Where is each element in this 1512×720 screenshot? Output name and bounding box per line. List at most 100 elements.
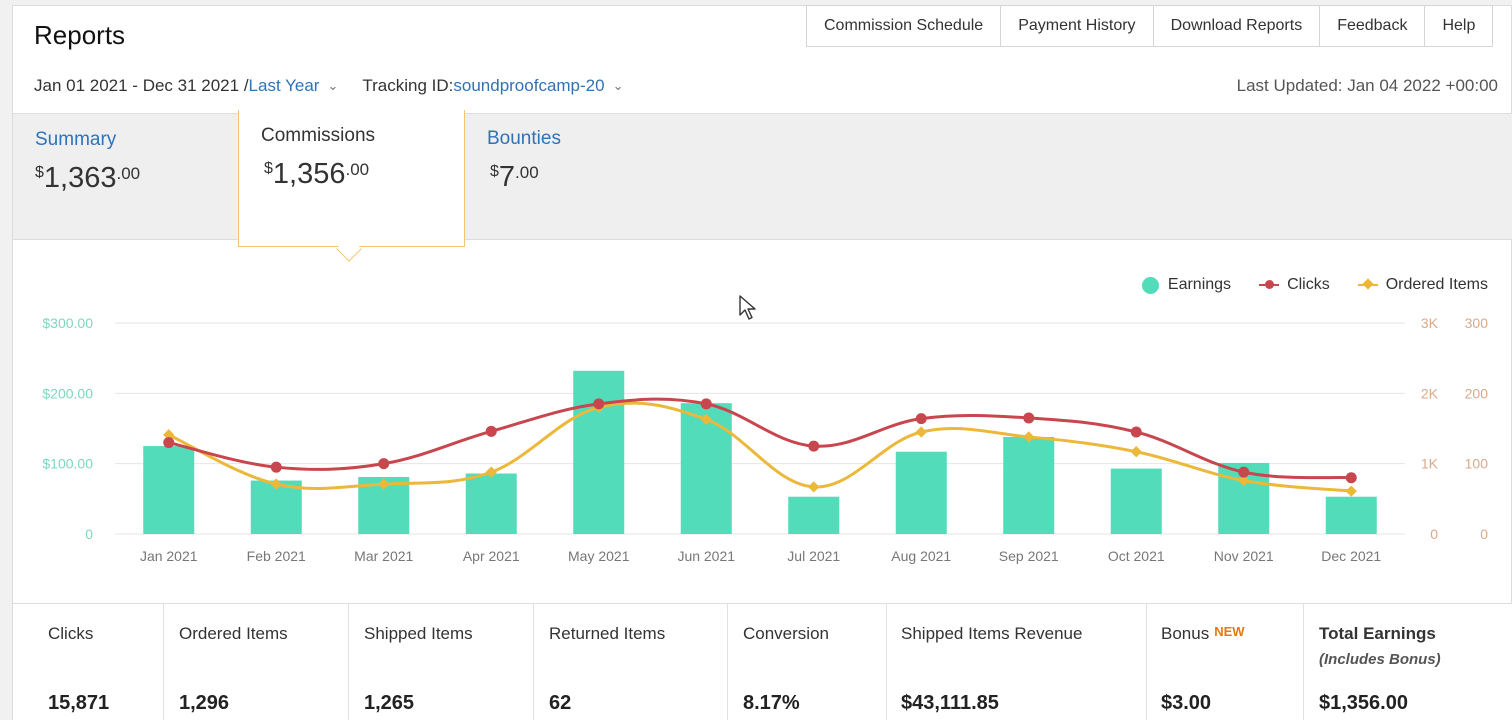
- clicks-point: [485, 425, 497, 437]
- x-tick-label: Mar 2021: [354, 548, 413, 564]
- commissions-amount: $1,356.00: [264, 158, 370, 190]
- x-tick-label: Oct 2021: [1108, 548, 1165, 564]
- x-tick-label: Dec 2021: [1321, 548, 1381, 564]
- download-reports-link[interactable]: Download Reports: [1153, 5, 1321, 47]
- earnings-bar: [465, 473, 517, 534]
- earnings-bar: [1325, 496, 1377, 534]
- tracking-id-dropdown[interactable]: soundproofcamp-20: [453, 76, 605, 95]
- commission-schedule-link[interactable]: Commission Schedule: [806, 5, 1002, 47]
- tracking-label: Tracking ID:: [362, 76, 454, 95]
- date-range: Jan 01 2021 - Dec 31 2021 /: [34, 76, 249, 95]
- tab-summary-label[interactable]: Summary: [35, 129, 117, 150]
- y-tick-label-items: 300: [1465, 315, 1489, 331]
- tab-commissions-label[interactable]: Commissions: [261, 125, 376, 146]
- new-badge: NEW: [1214, 624, 1245, 639]
- stat-clicks: Clicks 15,871: [13, 604, 164, 720]
- chevron-down-icon[interactable]: ⌄: [612, 78, 624, 93]
- y-tick-label-clicks: 1K: [1421, 456, 1439, 472]
- ordered-items-point: [1130, 446, 1142, 458]
- x-tick-label: May 2021: [568, 548, 630, 564]
- stat-value: 8.17%: [743, 692, 800, 714]
- clicks-point: [163, 437, 175, 449]
- legend-ordered-label: Ordered Items: [1385, 276, 1488, 293]
- stats-bar: Clicks 15,871 Ordered Items 1,296 Shippe…: [13, 603, 1512, 720]
- stat-label: Ordered Items: [179, 624, 288, 643]
- x-tick-label: Aug 2021: [891, 548, 951, 564]
- ordered-items-point: [808, 481, 820, 493]
- earnings-bar: [788, 496, 840, 534]
- clicks-point: [1023, 412, 1035, 424]
- top-nav: Commission Schedule Payment History Down…: [806, 5, 1494, 47]
- chart-legend: Earnings Clicks Ordered Items: [1114, 276, 1488, 294]
- tab-bounties-label[interactable]: Bounties: [487, 128, 561, 149]
- earnings-chart: 0 0 0 $100.00 1K 100 $200.00 2K 200 $300.00 3K 300 J…: [42, 315, 1489, 564]
- clicks-point: [1238, 466, 1250, 478]
- stat-label: Total Earnings: [1319, 624, 1436, 643]
- clicks-point: [593, 398, 605, 410]
- y-tick-label-left: $300.00: [42, 315, 93, 331]
- stat-value: $43,111.85: [901, 692, 999, 714]
- stat-label: Shipped Items Revenue: [901, 624, 1083, 643]
- page-title: Reports: [34, 20, 126, 50]
- earnings-bar: [895, 451, 947, 534]
- ordered-items-point: [1345, 485, 1357, 497]
- stat-shipped-revenue: Shipped Items Revenue $43,111.85: [887, 604, 1147, 720]
- ordered-items-point: [378, 478, 390, 490]
- mouse-cursor-icon: [739, 295, 756, 320]
- x-tick-label: Jan 2021: [140, 548, 198, 564]
- stat-label: Returned Items: [549, 624, 666, 643]
- clicks-swatch: [1259, 280, 1280, 289]
- chevron-down-icon[interactable]: ⌄: [327, 78, 339, 93]
- ordered-items-point: [1023, 431, 1035, 443]
- ordered-items-point: [915, 426, 927, 438]
- clicks-point: [915, 413, 927, 425]
- period-dropdown[interactable]: Last Year: [248, 76, 320, 95]
- y-tick-label-items: 0: [1480, 526, 1488, 542]
- y-tick-label-left: $100.00: [42, 456, 93, 472]
- stat-returned-items: Returned Items 62: [534, 604, 728, 720]
- y-tick-label-clicks: 3K: [1421, 315, 1439, 331]
- stat-label: Clicks: [48, 624, 94, 643]
- legend-clicks-label: Clicks: [1287, 276, 1330, 293]
- bounties-amount: $7.00: [490, 161, 539, 193]
- summary-amount: $1,363.00: [35, 162, 141, 194]
- tab-commissions[interactable]: Commissions $1,356.00: [238, 110, 465, 247]
- earnings-swatch: [1141, 276, 1159, 294]
- stat-conversion: Conversion 8.17%: [728, 604, 887, 720]
- ordered-items-point: [485, 466, 497, 478]
- stat-ordered-items: Ordered Items 1,296: [164, 604, 349, 720]
- stat-value: $3.00: [1161, 692, 1212, 714]
- legend-ordered[interactable]: Ordered Items: [1357, 276, 1488, 294]
- earnings-bar: [573, 370, 625, 534]
- legend-earnings[interactable]: Earnings: [1141, 276, 1232, 294]
- feedback-link[interactable]: Feedback: [1320, 5, 1426, 47]
- stat-bonus: Bonus NEW $3.00: [1147, 604, 1304, 720]
- legend-clicks[interactable]: Clicks: [1259, 276, 1330, 294]
- help-link[interactable]: Help: [1425, 5, 1494, 47]
- payment-history-link[interactable]: Payment History: [1001, 5, 1154, 47]
- earnings-bar: [143, 446, 195, 534]
- x-tick-label: Apr 2021: [463, 548, 520, 564]
- clicks-point: [378, 458, 390, 470]
- stat-value: 1,296: [179, 692, 230, 714]
- x-tick-label: Nov 2021: [1214, 548, 1274, 564]
- clicks-line: [168, 397, 1352, 480]
- clicks-point: [700, 398, 712, 410]
- y-tick-label-clicks: 0: [1430, 526, 1438, 542]
- y-tick-label-items: 100: [1465, 456, 1489, 472]
- stat-total-earnings: Total Earnings (Includes Bonus) $1,356.0…: [1304, 604, 1512, 720]
- stat-label: Conversion: [743, 624, 829, 643]
- clicks-point: [1130, 426, 1142, 438]
- clicks-point: [808, 440, 820, 452]
- stat-value: 62: [549, 692, 572, 714]
- ordered-items-point: [270, 478, 282, 490]
- filter-bar: Jan 01 2021 - Dec 31 2021 / Last Year ⌄ …: [34, 76, 648, 96]
- ordered-items-line: [168, 401, 1352, 493]
- clicks-point: [270, 461, 282, 473]
- stat-label: Bonus NEW: [1161, 624, 1245, 643]
- ordered-items-point: [700, 413, 712, 426]
- clicks-point: [1345, 472, 1357, 484]
- x-tick-label: Jul 2021: [787, 548, 840, 564]
- ordered-items-point: [163, 429, 175, 441]
- legend-earnings-label: Earnings: [1167, 276, 1232, 293]
